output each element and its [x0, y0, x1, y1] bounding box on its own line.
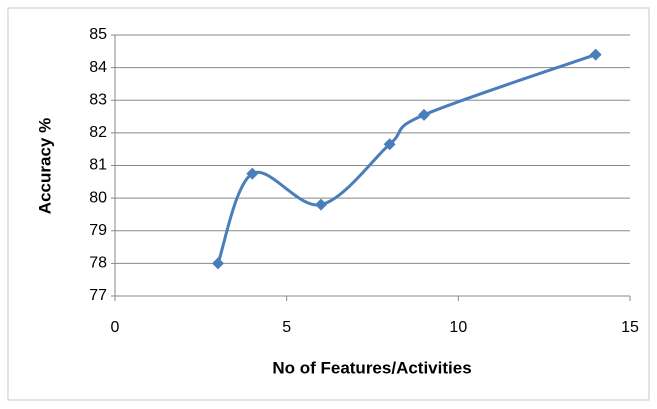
y-tick-label: 83	[89, 91, 107, 108]
x-tick-label: 5	[282, 319, 291, 336]
y-tick-label: 77	[89, 287, 107, 304]
y-tick-label: 82	[89, 124, 107, 141]
y-tick-label: 81	[89, 157, 107, 174]
x-tick-label: 10	[449, 319, 467, 336]
series-line	[216, 53, 597, 264]
y-tick-label: 80	[89, 189, 107, 206]
x-tick-label: 15	[621, 319, 639, 336]
marker	[589, 48, 602, 61]
marker	[315, 198, 327, 211]
y-tick-label: 78	[89, 255, 107, 272]
marker	[246, 167, 259, 180]
marker	[212, 257, 224, 270]
marker	[383, 138, 396, 151]
x-axis-title: No of Features/Activities	[272, 358, 471, 377]
y-axis-title: Accuracy %	[35, 118, 54, 214]
y-tick-label: 79	[89, 222, 107, 239]
marker	[418, 108, 430, 121]
x-tick-label: 0	[111, 319, 120, 336]
y-tick-label: 84	[89, 59, 107, 76]
y-tick-label: 85	[89, 26, 107, 43]
